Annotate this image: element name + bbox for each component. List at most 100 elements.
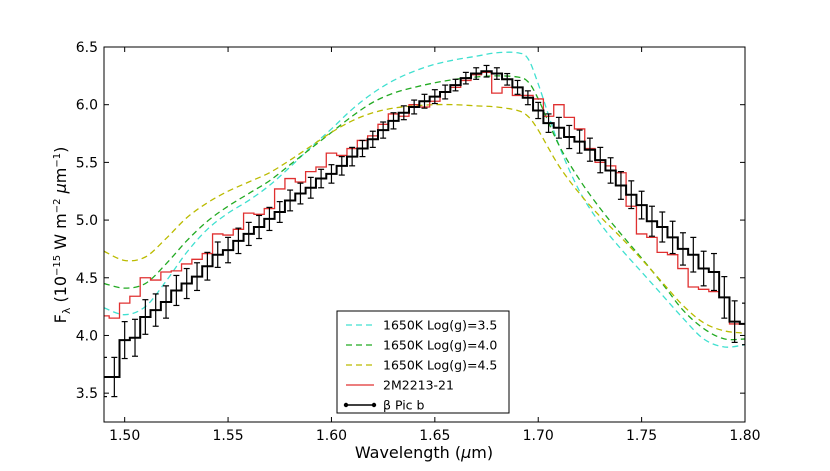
series-1650k-log-g-4-0 xyxy=(104,75,745,341)
x-axis-title: Wavelength (μm) xyxy=(355,443,493,462)
error-bar xyxy=(690,236,697,273)
error-bar xyxy=(421,93,428,109)
error-bar xyxy=(679,232,686,266)
error-bar xyxy=(659,211,666,243)
error-bar xyxy=(555,116,562,139)
error-bar xyxy=(452,78,459,92)
error-bar xyxy=(142,299,149,335)
error-bar xyxy=(380,121,387,139)
series-1650k-log-g-4-5 xyxy=(104,103,745,334)
x-tick-label: 1.75 xyxy=(626,428,657,444)
legend-entry: β Pic b xyxy=(343,398,425,413)
x-tick-label: 1.80 xyxy=(729,428,760,444)
error-bar xyxy=(431,89,438,105)
error-bar xyxy=(328,164,335,184)
error-bar xyxy=(235,227,242,255)
y-tick-label: 3.5 xyxy=(76,386,98,402)
error-bar xyxy=(194,262,201,292)
error-bar xyxy=(266,206,273,232)
error-bar xyxy=(545,113,552,133)
error-bar xyxy=(400,105,407,121)
y-axis-title: Fλ (10−15 W m−2 μm−1) xyxy=(51,147,73,324)
error-bar xyxy=(473,67,480,80)
error-bar xyxy=(721,276,728,319)
legend-label: 1650K Log(g)=4.5 xyxy=(383,358,497,373)
y-tick-label: 5.5 xyxy=(76,155,98,171)
series-1650k-log-g-3-5 xyxy=(104,51,745,348)
error-bar xyxy=(607,157,614,184)
error-bar xyxy=(710,252,717,292)
error-bar xyxy=(132,318,139,357)
error-bar xyxy=(276,201,283,223)
error-bar xyxy=(287,189,294,212)
error-bar xyxy=(152,293,159,327)
x-tick-label: 1.60 xyxy=(316,428,347,444)
error-bar xyxy=(731,300,738,343)
error-bar xyxy=(638,190,645,220)
error-bar xyxy=(369,130,376,148)
error-bar xyxy=(504,72,511,86)
error-bar xyxy=(628,180,635,210)
legend-entry: 2M2213-21 xyxy=(346,378,454,393)
y-tick-label: 6.5 xyxy=(76,40,98,56)
error-bar xyxy=(183,267,190,300)
error-bar xyxy=(173,274,180,307)
error-bar xyxy=(163,285,170,319)
error-bar xyxy=(617,171,624,200)
error-bar xyxy=(256,214,263,240)
y-tick-label: 6.0 xyxy=(76,98,98,114)
error-bar xyxy=(359,139,366,158)
error-bar xyxy=(524,90,531,106)
legend-label: 1650K Log(g)=4.0 xyxy=(383,338,497,353)
x-tick-label: 1.65 xyxy=(419,428,450,444)
error-bar xyxy=(349,146,356,167)
error-bar xyxy=(442,84,449,100)
legend-box xyxy=(336,310,510,414)
legend: 1650K Log(g)=3.5 1650K Log(g)=4.0 1650K Lo… xyxy=(336,310,510,414)
series-pic-b xyxy=(104,70,745,378)
error-bar xyxy=(214,241,221,268)
legend-label: β Pic b xyxy=(383,398,425,413)
error-bar xyxy=(586,137,593,162)
error-bar xyxy=(742,302,745,346)
error-bar xyxy=(669,220,676,255)
legend-entry: 1650K Log(g)=4.5 xyxy=(346,358,497,373)
error-bar xyxy=(566,124,573,150)
error-bar xyxy=(204,251,211,281)
x-tick-label: 1.70 xyxy=(523,428,554,444)
error-bar xyxy=(225,236,232,264)
error-bar xyxy=(483,64,490,78)
y-tick-label: 5.0 xyxy=(76,213,98,229)
error-bar xyxy=(700,250,707,287)
legend-entry: 1650K Log(g)=3.5 xyxy=(346,318,497,333)
error-bar xyxy=(307,176,314,199)
legend-marker xyxy=(371,402,377,408)
error-bar xyxy=(514,79,521,95)
error-bar xyxy=(411,99,418,115)
legend-label: 1650K Log(g)=3.5 xyxy=(383,318,497,333)
error-bar xyxy=(338,156,345,176)
y-tick-label: 4.0 xyxy=(76,328,98,344)
error-bar xyxy=(462,71,469,85)
error-bar xyxy=(245,221,252,247)
error-bar xyxy=(318,168,325,189)
error-bar xyxy=(597,146,604,174)
error-bar xyxy=(121,321,128,360)
error-bar xyxy=(493,67,500,80)
error-bar xyxy=(576,129,583,154)
error-bar xyxy=(111,356,118,398)
x-tick-label: 1.55 xyxy=(212,428,243,444)
error-bar xyxy=(297,182,304,205)
error-bar xyxy=(535,101,542,120)
axis-ticks: 1.50 1.55 1.60 1.65 1.70 1.75 1.80 3.5 4.0 4.5 5.0… xyxy=(76,40,761,444)
y-tick-label: 4.5 xyxy=(76,271,98,287)
plot-series xyxy=(104,51,745,398)
error-bar xyxy=(104,356,107,398)
error-bar xyxy=(648,205,655,237)
legend-entry: 1650K Log(g)=4.0 xyxy=(346,338,497,353)
legend-label: 2M2213-21 xyxy=(383,378,454,393)
x-tick-label: 1.50 xyxy=(109,428,140,444)
legend-marker xyxy=(343,402,349,408)
error-bar xyxy=(390,112,397,130)
